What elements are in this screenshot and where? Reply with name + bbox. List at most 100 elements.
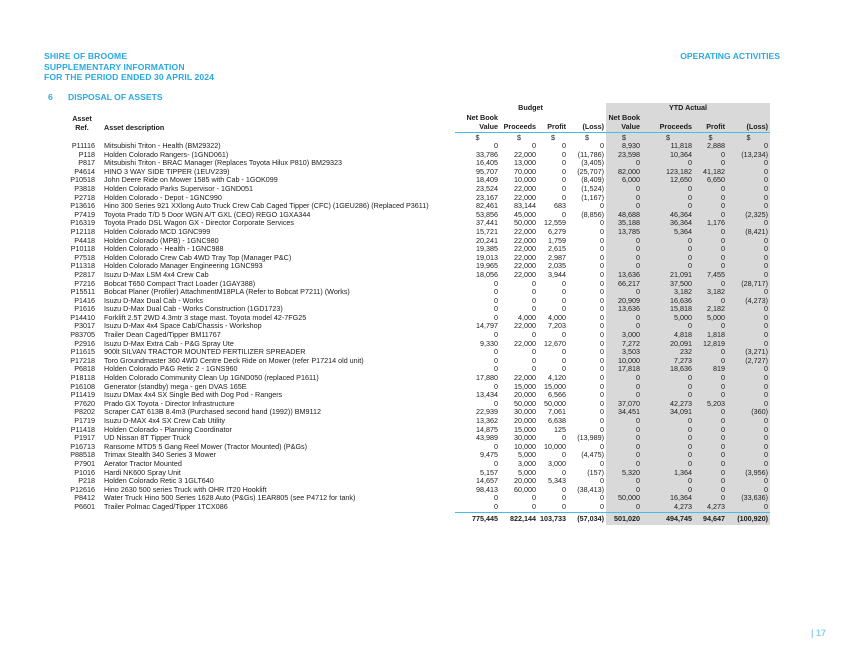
asset-description-cell: Holden Colorado - Planning Coordinator [104, 424, 232, 434]
ytd-proceeds-cell: 0 [642, 245, 695, 254]
report-subtitle: SUPPLEMENTARY INFORMATION [44, 61, 185, 72]
table-row: P8202 Scraper CAT 613B 8.4m3 (Purchased s… [64, 408, 771, 417]
ytd-proceeds-cell: 16,636 [642, 296, 695, 306]
asset-description-cell: Isuzu D-Max Dual Cab - Works Constructio… [104, 304, 283, 314]
budget-net-book-value-cell: 82,461 [476, 201, 498, 211]
ytd-proceeds-cell: 20,091 [642, 339, 695, 349]
ytd-proceeds-cell: 10,364 [642, 150, 695, 160]
budget-net-book-value-cell: 0 [494, 312, 498, 322]
table-row: P6601 Trailer Polmac Caged/Tipper 1TCX086… [64, 501, 771, 513]
budget-profit-cell: 0 [562, 295, 566, 305]
ytd-profit-cell: 0 [694, 159, 728, 168]
ytd-loss-cell: 0 [727, 322, 771, 332]
asset-description-cell: Holden Colorado Crew Cab 4WD Tray Top (M… [104, 252, 292, 262]
ytd-profit-cell: 0 [694, 184, 728, 194]
budget-net-book-value-cell: 9,330 [480, 338, 498, 348]
ytd-net-book-value-cell: 0 [606, 262, 643, 271]
budget-loss-cell: 0 [600, 416, 605, 425]
ytd-proceeds-cell: 36,364 [642, 219, 695, 228]
asset-ref-cell: P6601 [74, 502, 95, 512]
budget-profit-cell: 6,566 [548, 390, 566, 400]
asset-ref-cell: P16713 [70, 441, 95, 451]
budget-net-book-value-cell: 13,362 [476, 416, 498, 425]
budget-net-book-value-cell: 19,013 [476, 252, 498, 262]
asset-ref-cell: P4614 [74, 166, 95, 176]
budget-proceeds-cell: 30,000 [514, 433, 536, 443]
budget-profit-cell: 0 [562, 501, 566, 511]
ytd-loss-cell: 0 [727, 202, 771, 211]
asset-ref-cell: P1917 [74, 433, 95, 443]
budget-proceeds-cell: 15,000 [514, 381, 536, 391]
asset-description-cell: Toro Groundmaster 360 4WD Centre Deck Ri… [104, 355, 364, 365]
ytd-loss-cell: (360) [727, 408, 771, 417]
ytd-net-book-value-cell: 0 [606, 391, 643, 400]
ytd-loss-cell: (2,325) [727, 210, 771, 220]
ytd-proceeds-cell: 0 [642, 459, 695, 469]
asset-description-cell: Isuzu D-Max LSM 4x4 Crew Cab [104, 269, 209, 279]
ytd-loss-cell: 0 [727, 502, 771, 513]
budget-net-book-value-cell: 33,786 [476, 149, 498, 159]
ytd-loss-cell: (8,421) [727, 227, 771, 237]
budget-net-book-value-cell: 53,856 [476, 209, 498, 219]
ytd-proceeds-cell: 1,364 [642, 468, 695, 478]
budget-net-book-value-cell: 20,241 [476, 235, 498, 245]
ytd-net-book-value-cell: 0 [606, 477, 643, 486]
ytd-proceeds-cell: 0 [642, 322, 695, 332]
budget-proceeds-cell: 60,000 [514, 484, 536, 494]
budget-net-book-value-cell: 13,434 [476, 390, 498, 400]
asset-description-cell: Holden Colorado MCD 1GNC999 [104, 226, 211, 236]
ytd-profit-cell: 12,819 [694, 339, 728, 349]
ytd-profit-cell: 2,182 [694, 305, 728, 314]
ytd-loss-cell: 0 [727, 184, 771, 194]
ytd-loss-cell: 0 [727, 391, 771, 400]
asset-ref-cell: P17218 [70, 355, 95, 365]
ytd-proceeds-cell: 0 [642, 253, 695, 263]
ytd-proceeds-cell: 42,273 [642, 399, 695, 409]
asset-description-cell: Holden Colorado (MPB) - 1GNC980 [104, 235, 219, 245]
table-row: P6818 Holden Colorado P&G Retic 2 - 1GNS9… [64, 364, 771, 375]
asset-ref-cell: P16108 [70, 381, 95, 391]
asset-ref-cell: P10518 [70, 175, 95, 185]
ytd-net-book-value-cell: 0 [606, 434, 643, 443]
ytd-profit-cell: 5,000 [694, 313, 728, 323]
col-header-asset-ref: Asset Ref. [72, 113, 92, 132]
col-header-budget-proceeds: Proceeds [500, 113, 538, 133]
budget-net-book-value-cell: 0 [494, 141, 498, 150]
asset-ref-cell: P6818 [74, 364, 95, 374]
budget-profit-cell: 0 [562, 287, 566, 297]
asset-ref-cell: P7216 [74, 278, 95, 288]
currency-symbol: $ [606, 132, 643, 142]
budget-proceeds-cell: 0 [532, 304, 536, 314]
ytd-proceeds-cell: 0 [642, 202, 695, 211]
table-row: P1016 Hardi NK600 Spray Unit 5,157 5,000 0 (1… [64, 468, 771, 478]
table-row: P12616 Hino 2630 500 series Truck with OH… [64, 484, 771, 495]
currency-symbol: $ [727, 132, 771, 142]
table-row: P2817 Isuzu D-Max LSM 4x4 Crew Cab 18,056 2… [64, 269, 771, 280]
budget-net-book-value-cell: 14,875 [476, 424, 498, 434]
budget-proceeds-cell: 22,000 [514, 235, 536, 245]
asset-ref-cell: P12118 [70, 226, 95, 236]
ytd-profit-cell: 0 [694, 468, 728, 478]
budget-loss-cell: (11,786) [577, 149, 605, 159]
budget-loss-cell: 0 [600, 390, 605, 400]
budget-loss-cell: 0 [600, 373, 605, 383]
table-row: P17218 Toro Groundmaster 360 4WD Centre D… [64, 355, 771, 366]
org-name: SHIRE OF BROOME [44, 51, 128, 61]
ytd-profit-cell: 0 [694, 227, 728, 237]
section-number: 6 [48, 92, 53, 102]
group-header-row: Budget YTD Actual [64, 103, 771, 113]
budget-loss-cell: 0 [600, 252, 605, 262]
table-row: P2718 Holden Colorado - Depot - 1GNC990 23… [64, 193, 771, 203]
budget-loss-cell: (38,413) [577, 484, 605, 494]
ytd-profit-cell: 0 [694, 434, 728, 443]
budget-proceeds-cell: 22,000 [514, 244, 536, 254]
budget-proceeds-cell: 0 [532, 287, 536, 297]
currency-symbol: $ [642, 132, 695, 142]
table-row: P16319 Toyota Prado DSL Wagon GX - Direct… [64, 219, 771, 228]
asset-ref-cell: P11116 [71, 141, 95, 150]
ytd-loss-cell: 0 [727, 287, 771, 297]
total-budget-net-book-value-cell: 775,445 [455, 511, 500, 525]
asset-description-cell: Isuzu D-Max 4x4 Space Cab/Chassis - Work… [104, 321, 262, 331]
asset-description-cell: Holden Colorado Manager Engineering 1GNC… [104, 261, 263, 271]
asset-ref-cell: P7620 [74, 398, 95, 408]
